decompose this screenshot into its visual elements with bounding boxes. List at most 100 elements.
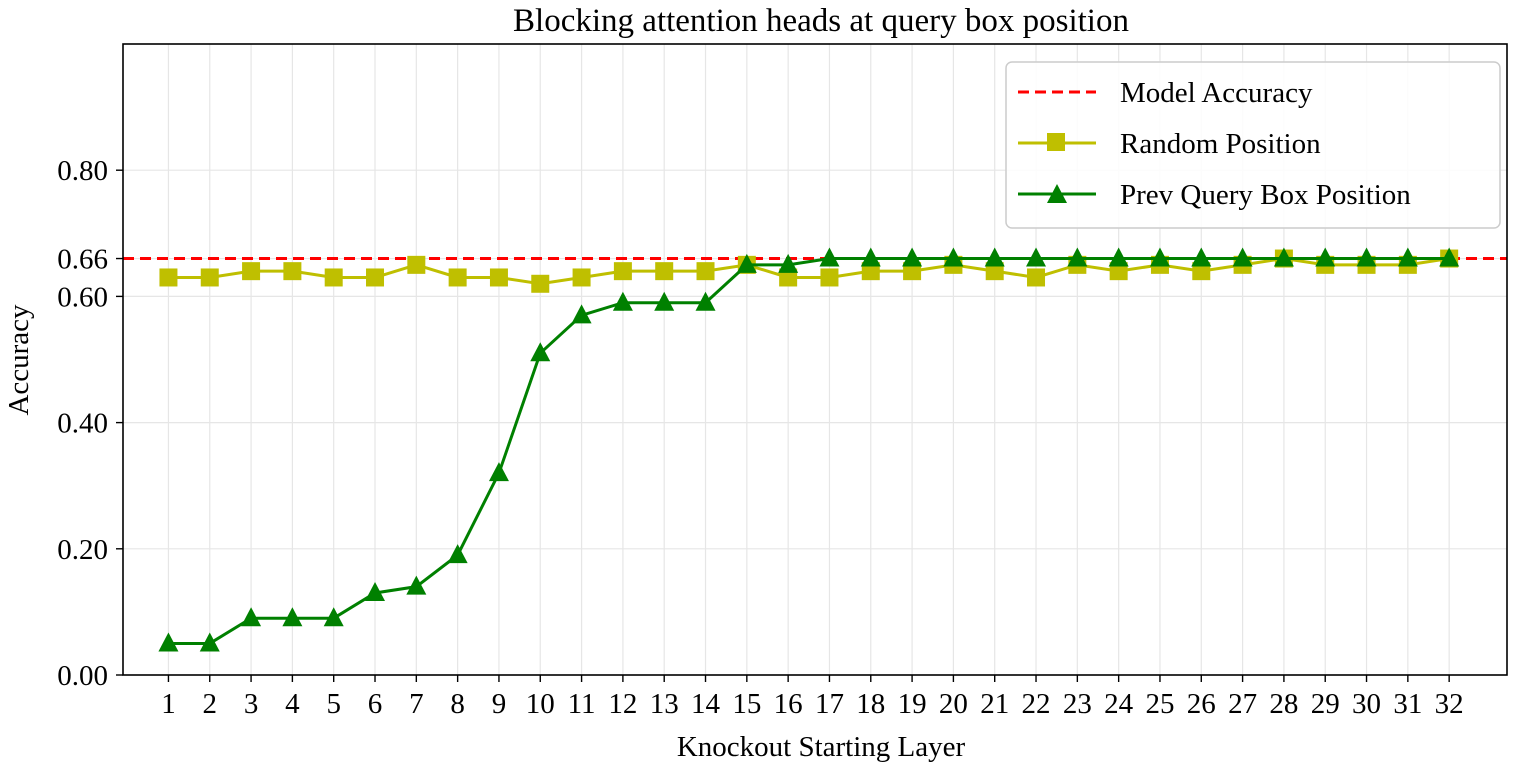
data-point [985,262,1004,281]
legend-prev-query-box-label: Prev Query Box Position [1120,179,1411,211]
x-tick-label: 8 [450,688,465,720]
x-tick-label: 19 [898,688,927,720]
data-point [199,632,220,652]
data-point [736,253,757,273]
x-tick-label: 29 [1311,688,1340,720]
legend-random-position-marker [1047,133,1065,151]
data-point [654,291,675,311]
data-point [820,268,839,287]
data-point [489,268,508,287]
data-point [902,247,923,267]
data-point [860,247,881,267]
data-point [531,274,550,293]
data-point [819,247,840,267]
data-point [572,268,591,287]
x-tick-label: 31 [1393,688,1422,720]
data-point [612,291,633,311]
data-point [366,268,385,287]
x-tick-label: 18 [856,688,885,720]
x-tick-label: 10 [526,688,555,720]
x-tick-label: 11 [568,688,596,720]
data-point [1356,247,1377,267]
x-tick-label: 2 [203,688,218,720]
x-tick-label: 21 [980,688,1009,720]
y-tick-label: 0.00 [57,660,108,692]
data-point [282,607,303,627]
data-point [1232,247,1253,267]
x-tick-label: 16 [774,688,803,720]
data-point [159,268,178,287]
x-tick-label: 13 [650,688,679,720]
data-point [903,262,922,281]
x-tick-label: 3 [244,688,259,720]
data-point [1026,247,1047,267]
x-tick-label: 26 [1187,688,1216,720]
data-point [695,291,716,311]
y-tick-label: 0.60 [57,281,108,313]
x-tick-label: 12 [608,688,637,720]
x-tick-label: 15 [732,688,761,720]
x-tick-label: 20 [939,688,968,720]
data-point [406,575,427,595]
x-tick-label: 27 [1228,688,1257,720]
data-point [778,253,799,273]
y-axis-label: Accuracy [3,304,35,416]
legend-random-position-label: Random Position [1120,128,1321,160]
data-point [571,304,592,324]
legend-box [1005,61,1501,229]
legend: Model Accuracy Random Position Prev Quer… [1005,61,1501,229]
series-line-prev-query-box-position [168,257,1450,645]
x-tick-label: 9 [492,688,507,720]
data-point [1397,247,1418,267]
legend-prev-query-box-marker [1047,184,1067,203]
data-point [655,262,674,281]
data-point [283,262,302,281]
y-tick-label: 0.40 [57,408,108,440]
data-point [158,632,179,652]
data-point [696,262,715,281]
data-point [1149,247,1170,267]
data-point [241,607,262,627]
data-point [242,262,261,281]
x-axis-ticks: 1 2 3 4 5 6 7 8 9 10 11 12 13 14 15 16 17 18 19 20 21 22 23 24 2… [161,675,1464,720]
chart-title: Blocking attention heads at query box po… [513,3,1129,39]
x-tick-label: 14 [691,688,721,720]
series-random-position [159,249,1459,293]
series-layer [158,247,1460,652]
y-tick-label: 0.66 [57,244,108,276]
series-prev-query-box-position [158,247,1460,652]
data-point [488,462,509,482]
data-point [1067,247,1088,267]
data-point [1108,247,1129,267]
x-tick-label: 30 [1352,688,1381,720]
data-point [1191,247,1212,267]
y-axis-ticks: 0.00 0.20 0.40 0.60 0.66 0.80 [57,155,123,692]
data-point [861,262,880,281]
x-tick-label: 28 [1269,688,1298,720]
data-point [323,607,344,627]
data-point [984,247,1005,267]
x-tick-label: 5 [326,688,341,720]
x-tick-label: 22 [1022,688,1051,720]
y-tick-label: 0.80 [57,155,108,187]
data-point [1027,268,1046,287]
x-tick-label: 4 [285,688,300,720]
data-point [448,268,467,287]
x-axis-label: Knockout Starting Layer [677,731,966,763]
x-tick-label: 7 [409,688,424,720]
data-point [447,544,468,564]
x-tick-label: 1 [161,688,176,720]
data-point [530,342,551,362]
data-point [779,268,798,287]
x-tick-label: 32 [1435,688,1464,720]
x-tick-label: 17 [815,688,844,720]
data-point [943,247,964,267]
data-point [365,581,386,601]
x-tick-label: 23 [1063,688,1092,720]
data-point [1315,247,1336,267]
y-tick-label: 0.20 [57,534,108,566]
x-tick-label: 24 [1104,688,1134,720]
data-point [1439,247,1460,267]
legend-model-accuracy-label: Model Accuracy [1120,77,1313,109]
data-point [1192,262,1211,281]
